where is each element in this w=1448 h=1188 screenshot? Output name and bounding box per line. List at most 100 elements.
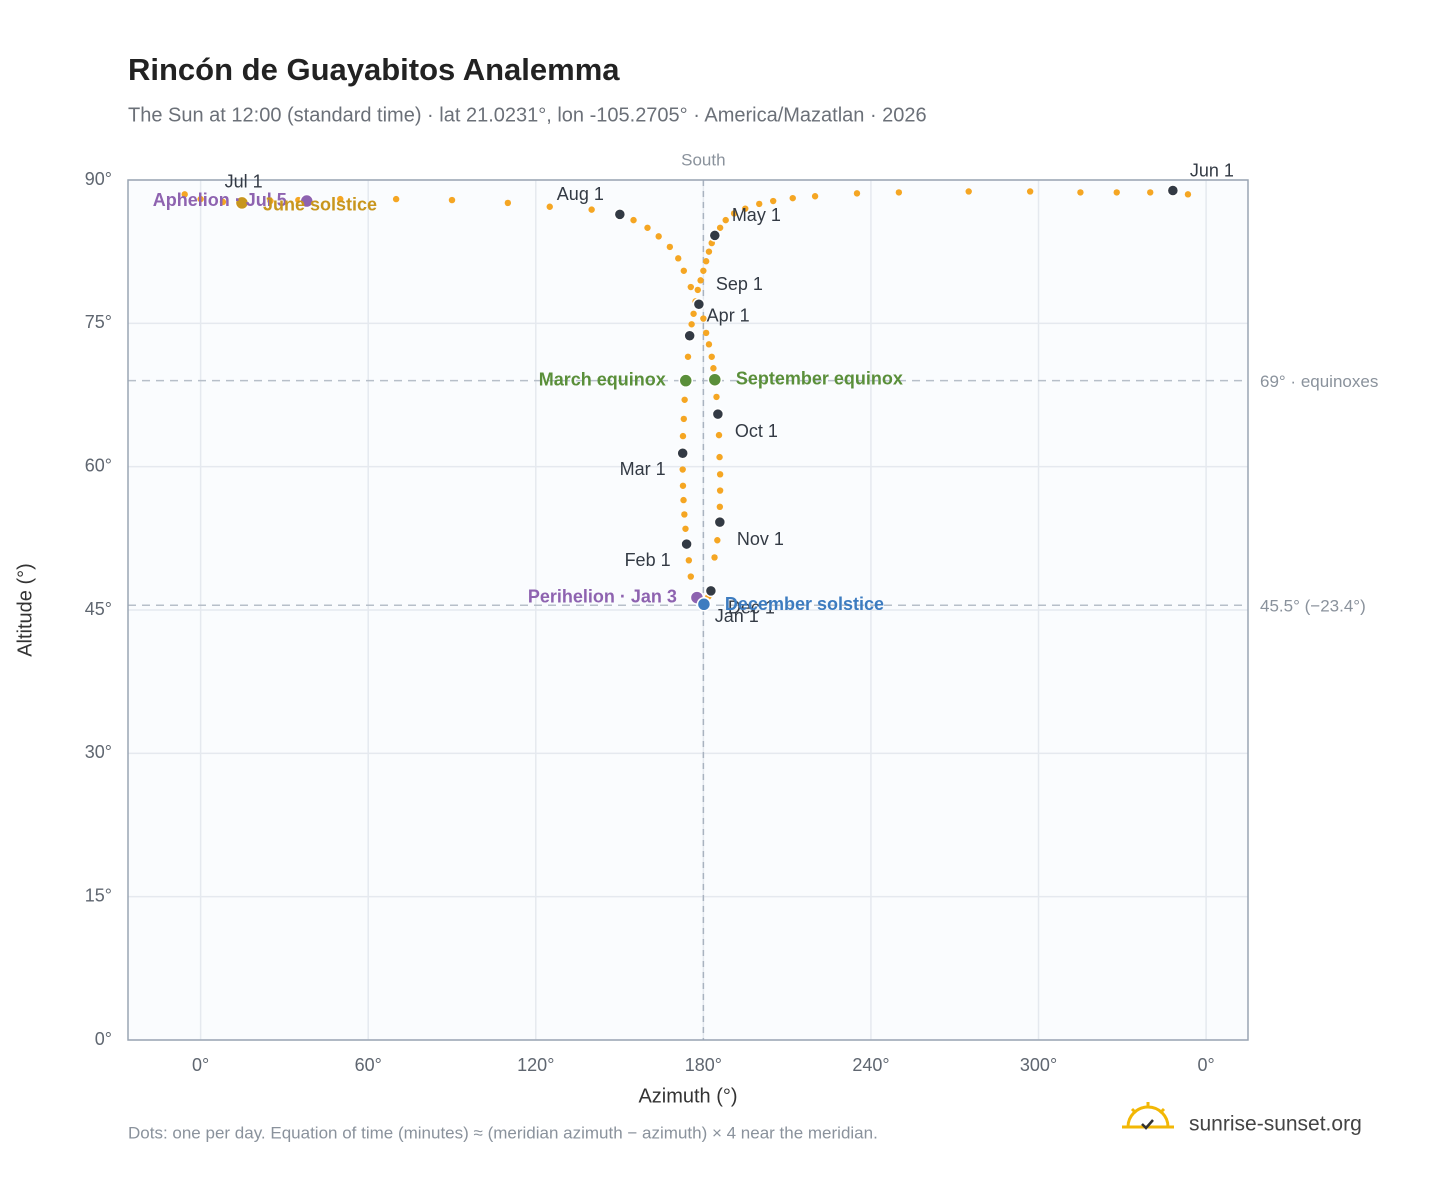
y-axis-label: Altitude (°): [14, 563, 36, 657]
event-marker: [678, 373, 694, 388]
daily-dot: [730, 210, 738, 217]
month-label: Oct 1: [735, 421, 778, 441]
daily-dot: [895, 189, 903, 196]
month-label: Sep 1: [716, 274, 763, 294]
meridian-label: South: [681, 150, 725, 169]
daily-dot: [705, 248, 713, 255]
y-tick-label: 90°: [85, 169, 112, 189]
daily-dot: [181, 191, 188, 198]
month-label: Mar 1: [620, 459, 666, 479]
daily-dot: [769, 197, 777, 205]
event-marker: [707, 372, 723, 387]
month-label: Jan 1: [715, 606, 759, 626]
event-marker: [234, 195, 250, 211]
y-tick-label: 15°: [85, 885, 112, 905]
month-label: Jul 1: [225, 172, 263, 192]
event-marker: [299, 193, 315, 209]
daily-dot: [716, 471, 724, 478]
daily-dot: [722, 216, 729, 224]
daily-dot: [853, 190, 861, 197]
daily-dot: [666, 243, 674, 251]
daily-dot: [1147, 189, 1154, 196]
y-tick-label: 75°: [85, 312, 112, 332]
daily-dot: [702, 329, 710, 337]
reference-label: 45.5° (−23.4°): [1260, 597, 1366, 616]
daily-dot: [705, 341, 713, 348]
marks: [181, 184, 1192, 612]
month-marker: [708, 229, 722, 242]
daily-dot: [700, 267, 707, 274]
y-tick-label: 30°: [85, 742, 112, 762]
x-tick-label: 60°: [355, 1055, 382, 1075]
month-marker: [704, 584, 718, 598]
month-label: Jun 1: [1190, 160, 1234, 180]
event-label: December solstice: [725, 594, 884, 614]
daily-dot: [716, 224, 724, 231]
month-label: May 1: [732, 205, 781, 225]
month-marker: [680, 537, 693, 551]
daily-dot: [684, 353, 692, 360]
x-tick-label: 120°: [517, 1055, 554, 1075]
daily-dot: [710, 365, 717, 372]
chart-subtitle: The Sun at 12:00 (standard time) · lat 2…: [128, 104, 927, 126]
daily-dot: [679, 482, 687, 489]
daily-dot: [1184, 191, 1192, 198]
daily-dot: [687, 283, 694, 291]
y-tick-label: 60°: [85, 455, 112, 475]
daily-dot: [448, 196, 456, 204]
daily-dot: [680, 267, 688, 274]
month-marker: [1166, 184, 1180, 197]
month-marker: [613, 208, 627, 221]
x-tick-label: 180°: [685, 1055, 722, 1075]
daily-dot: [675, 255, 682, 262]
chart-title: Rincón de Guayabitos Analemma: [128, 52, 620, 87]
daily-dot: [756, 200, 763, 208]
daily-dot: [681, 396, 688, 403]
month-marker: [692, 297, 706, 311]
month-marker: [683, 329, 696, 343]
daily-dot: [811, 193, 819, 200]
daily-dot: [700, 315, 707, 322]
x-tick-label: 0°: [1197, 1055, 1214, 1075]
month-marker: [711, 407, 725, 421]
brand-logo: [1122, 1102, 1174, 1130]
daily-dot: [219, 198, 227, 206]
daily-dot: [1077, 189, 1084, 196]
month-label: Nov 1: [737, 529, 784, 549]
y-tick-label: 0°: [95, 1029, 112, 1049]
daily-dot: [688, 321, 695, 328]
month-label: Dec 1: [728, 598, 775, 618]
brand: sunrise-sunset.org: [1189, 1113, 1362, 1136]
x-tick-label: 300°: [1020, 1055, 1057, 1075]
daily-dot: [267, 197, 274, 205]
month-marker: [713, 515, 727, 529]
daily-dot: [644, 224, 651, 231]
daily-dot: [711, 554, 718, 561]
event-marker: [696, 597, 712, 612]
footnote: Dots: one per day. Equation of time (min…: [128, 1123, 878, 1142]
x-tick-label: 0°: [192, 1055, 209, 1075]
daily-dot: [680, 415, 688, 423]
daily-dot: [716, 487, 724, 494]
event-label: Aphelion · Jul 5: [153, 190, 287, 210]
daily-dot: [337, 195, 344, 203]
daily-dot: [681, 511, 688, 518]
daily-dot: [708, 353, 715, 360]
month-label: Apr 1: [707, 306, 750, 326]
daily-dot: [690, 310, 697, 317]
event-label: September equinox: [736, 368, 903, 388]
daily-dot: [716, 503, 724, 510]
daily-dot: [789, 194, 796, 202]
daily-dot: [716, 453, 723, 461]
daily-dot: [1113, 189, 1120, 196]
x-axis-label: Azimuth (°): [638, 1085, 737, 1107]
daily-dot: [742, 205, 749, 212]
daily-dot: [504, 199, 512, 207]
daily-dot: [630, 216, 637, 224]
daily-dot: [682, 525, 689, 532]
daily-dot: [687, 573, 694, 580]
daily-dot: [697, 277, 704, 284]
daily-dot: [685, 557, 693, 564]
month-label: Feb 1: [625, 550, 671, 570]
